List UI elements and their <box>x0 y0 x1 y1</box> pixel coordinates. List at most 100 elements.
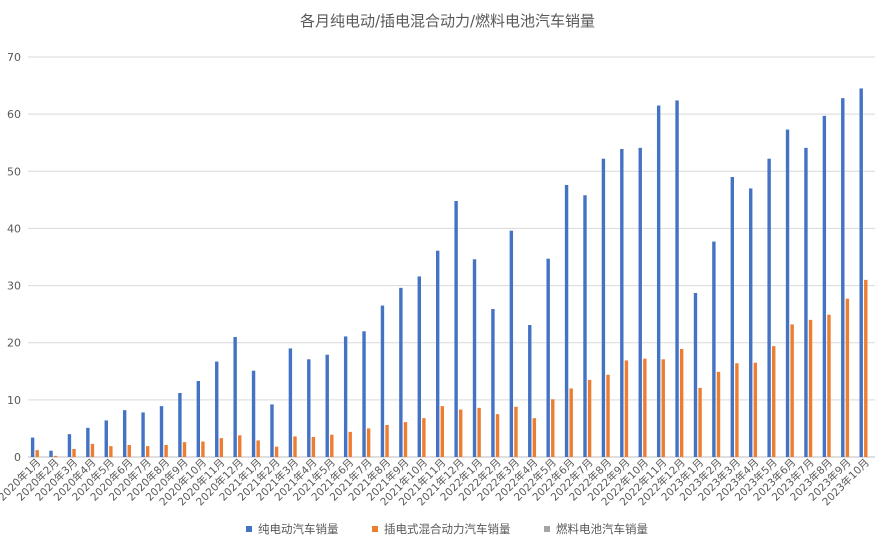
bar-series-1-4 <box>86 427 90 457</box>
bar-series-2-3 <box>72 449 76 457</box>
bars <box>30 88 868 458</box>
bar-series-2-10 <box>201 441 205 457</box>
bar-series-2-5 <box>109 446 113 457</box>
bar-series-2-13 <box>256 440 260 457</box>
bar-series-1-22 <box>417 276 421 457</box>
y-tick-label: 30 <box>7 280 21 293</box>
bar-series-2-16 <box>311 437 316 457</box>
bar-series-1-31 <box>583 195 587 458</box>
bar-series-2-38 <box>716 371 721 457</box>
x-axis-ticks: 2020年1月2020年2月2020年3月2020年4月2020年5月2020年… <box>0 456 872 508</box>
bar-series-1-5 <box>104 420 108 457</box>
gridlines <box>28 56 875 458</box>
bar-series-1-8 <box>159 406 164 457</box>
bar-series-2-25 <box>477 407 481 457</box>
bar-series-1-42 <box>785 129 790 457</box>
bar-series-2-23 <box>440 406 444 457</box>
bar-series-2-24 <box>459 409 463 457</box>
bar-series-1-13 <box>251 370 256 457</box>
bar-series-1-41 <box>767 158 771 457</box>
y-tick-label: 60 <box>7 108 21 121</box>
bar-series-2-8 <box>164 445 168 457</box>
legend-swatch-1 <box>246 526 252 532</box>
bar-series-1-14 <box>270 404 274 457</box>
y-tick-label: 40 <box>7 222 21 235</box>
bar-series-2-36 <box>679 349 684 457</box>
bar-series-1-35 <box>656 105 661 457</box>
y-tick-label: 70 <box>7 51 21 64</box>
bar-series-1-12 <box>233 337 237 457</box>
bar-series-1-24 <box>454 201 458 457</box>
bar-series-2-4 <box>90 443 95 457</box>
bar-series-2-18 <box>348 431 352 457</box>
bar-series-1-9 <box>178 393 182 457</box>
bar-series-2-30 <box>569 388 573 457</box>
chart-title: 各月纯电动/插电混合动力/燃料电池汽车销量 <box>299 12 596 30</box>
bar-series-2-41 <box>772 346 776 457</box>
legend-label-2: 插电式混合动力汽车销量 <box>384 522 511 536</box>
y-tick-label: 20 <box>7 337 21 350</box>
bar-series-1-20 <box>380 305 385 457</box>
bar-series-2-43 <box>808 319 813 457</box>
legend-swatch-2 <box>372 526 378 532</box>
bar-series-1-18 <box>343 336 348 457</box>
bar-series-1-45 <box>841 98 845 457</box>
bar-series-2-46 <box>864 279 868 457</box>
bar-series-2-42 <box>790 324 794 457</box>
bar-series-1-7 <box>141 412 145 457</box>
bar-series-1-3 <box>67 434 72 457</box>
bar-series-2-14 <box>274 446 279 457</box>
bar-series-1-44 <box>822 115 827 458</box>
bar-series-2-22 <box>422 418 426 457</box>
bar-series-1-28 <box>528 325 532 457</box>
bar-series-1-23 <box>435 250 440 457</box>
bar-series-2-44 <box>827 314 831 457</box>
bar-series-2-39 <box>735 363 739 457</box>
bar-series-1-34 <box>638 147 642 458</box>
bar-series-2-32 <box>606 374 610 457</box>
bar-series-1-1 <box>30 437 35 457</box>
bar-series-2-27 <box>514 406 518 457</box>
y-tick-label: 0 <box>14 451 21 464</box>
bar-series-1-36 <box>675 100 679 458</box>
y-axis-ticks: 0 10 20 30 40 50 60 70 <box>7 51 21 464</box>
bar-series-1-38 <box>712 241 716 457</box>
bar-series-1-2 <box>49 450 53 457</box>
bar-series-1-27 <box>509 230 514 457</box>
bar-series-2-20 <box>385 425 389 457</box>
bar-series-2-40 <box>753 362 758 457</box>
bar-series-1-10 <box>196 381 201 457</box>
bar-series-2-7 <box>145 446 150 457</box>
bar-series-1-33 <box>620 149 624 457</box>
bar-series-2-28 <box>532 418 537 457</box>
legend-label-1: 纯电动汽车销量 <box>258 522 339 536</box>
bar-series-2-26 <box>495 414 500 457</box>
bar-series-2-17 <box>330 434 334 457</box>
bar-series-1-37 <box>693 293 698 457</box>
bar-series-1-46 <box>859 88 863 458</box>
bar-series-1-19 <box>362 331 366 457</box>
bar-series-2-35 <box>661 359 665 457</box>
bar-series-1-11 <box>215 361 219 457</box>
bar-series-2-2 <box>53 455 58 457</box>
bar-series-2-12 <box>238 435 242 457</box>
bar-series-1-30 <box>564 185 569 457</box>
bar-series-2-6 <box>127 445 131 457</box>
bar-series-2-34 <box>643 358 647 457</box>
bar-series-2-37 <box>698 387 702 457</box>
legend-label-3: 燃料电池汽车销量 <box>556 522 648 536</box>
bar-series-1-29 <box>546 258 550 457</box>
bar-series-2-9 <box>182 442 187 457</box>
legend-swatch-3 <box>544 526 550 532</box>
bar-series-2-31 <box>587 379 592 457</box>
bar-series-1-21 <box>399 287 403 457</box>
bar-series-1-40 <box>749 188 753 457</box>
y-tick-label: 10 <box>7 394 21 407</box>
bar-series-2-29 <box>551 399 555 457</box>
bar-series-1-17 <box>325 354 329 457</box>
bar-series-2-15 <box>293 436 297 457</box>
bar-series-1-39 <box>730 177 734 457</box>
legend: 纯电动汽车销量 插电式混合动力汽车销量 燃料电池汽车销量 <box>246 522 648 536</box>
